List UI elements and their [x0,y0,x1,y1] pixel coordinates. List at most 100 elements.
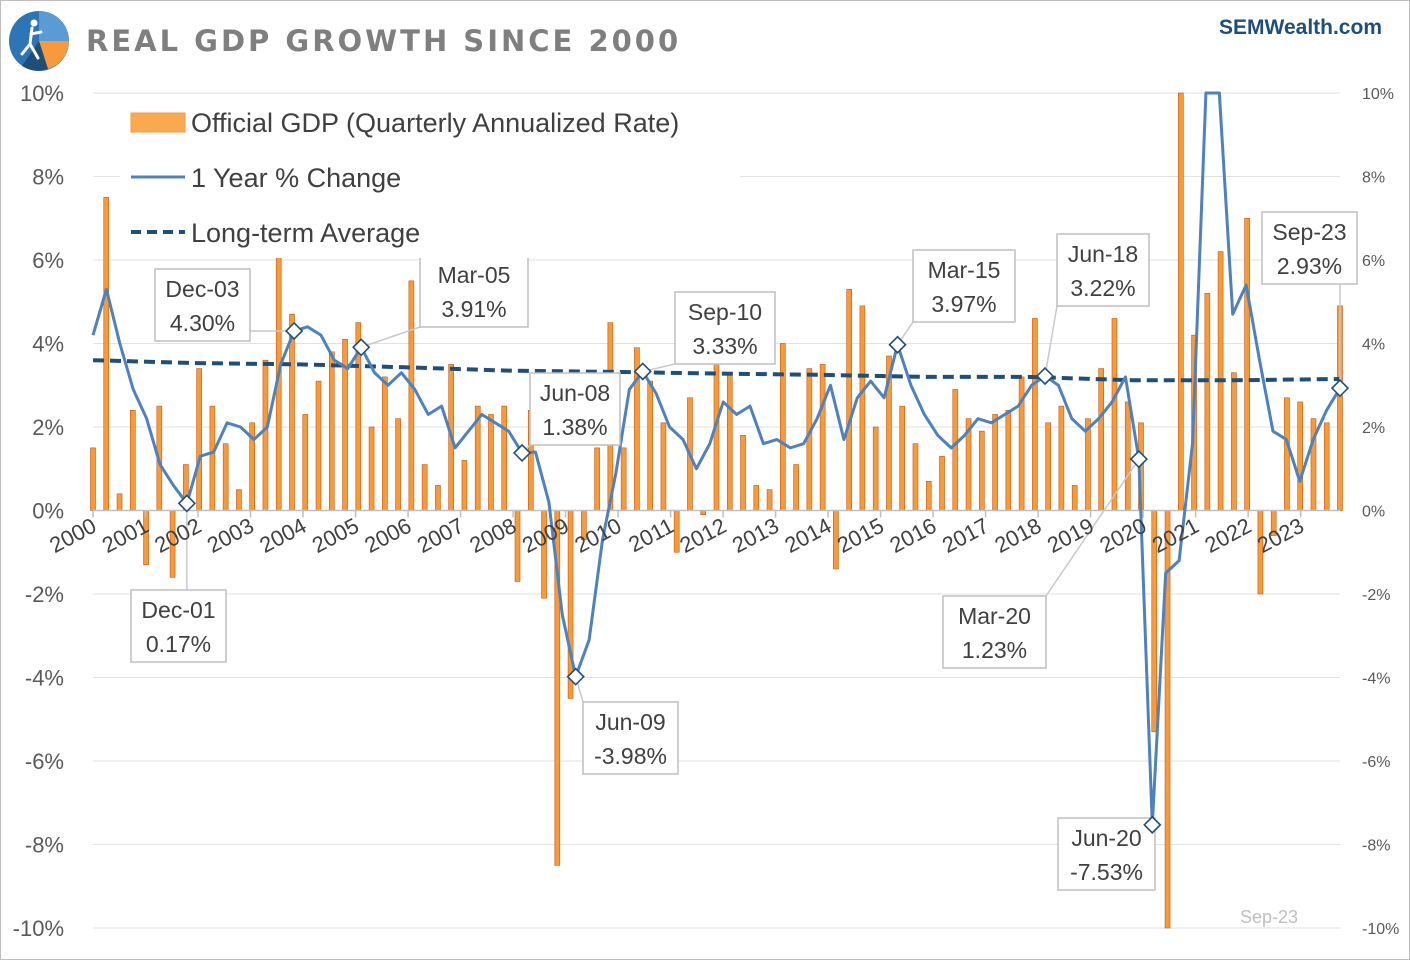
y-tick-right: 8% [1362,170,1385,187]
gdp-bar [647,380,653,511]
annotation-box [130,589,227,663]
brand-link[interactable]: SEMWealth.com [1219,16,1382,39]
x-tick-label: 2017 [938,513,993,558]
gdp-bar [514,510,521,582]
gdp-bar [116,493,123,511]
annotation-value: 1.23% [962,637,1027,663]
y-tick-right: 2% [1362,420,1385,437]
x-tick-label: 2012 [675,513,730,558]
annotation-value: 3.22% [1070,275,1135,301]
gdp-bar [1124,401,1131,511]
y-tick-left: 6% [32,248,64,273]
y-tick-left: -8% [25,833,64,858]
annotation-date: Jun-09 [595,709,665,735]
y-tick-left: -4% [25,666,64,691]
y-tick-right: 10% [1362,86,1394,103]
y-tick-right: -4% [1362,671,1390,688]
gdp-bar [262,359,269,511]
gdp-bar [1178,92,1184,511]
y-tick-left: 0% [32,499,64,524]
annotation-value: -3.98% [594,743,667,769]
annotation-leader [360,326,421,348]
x-tick-label: 2008 [465,513,520,558]
annotation-date: Dec-03 [165,276,239,302]
gdp-bar [488,414,494,511]
annotation-marker [566,667,585,686]
x-tick-label: 2010 [570,513,625,558]
x-tick-label: 2022 [1201,513,1256,558]
gdp-bar [872,426,879,511]
x-tick-label: 2007 [413,513,468,558]
annotation-value: 4.30% [170,310,235,336]
annotation-box [1261,211,1358,285]
annotation-box [912,249,1016,323]
legend-bar-swatch [130,112,186,133]
x-tick-label: 2013 [728,513,783,558]
gdp-bar [1284,397,1290,511]
gdp-bar [952,389,959,511]
annotation-box [582,701,679,775]
gdp-bar [421,464,428,511]
y-tick-left: 10% [20,81,64,106]
gdp-bar [1058,405,1065,511]
gdp-bar [129,409,136,511]
gdp-bar [1045,422,1051,511]
y-tick-left: 4% [32,332,64,357]
gdp-bar [1032,318,1038,511]
y-tick-left: -6% [25,749,64,774]
gdp-bar [302,414,309,511]
annotation-box [154,268,251,342]
annotation-leader [1044,305,1058,377]
gdp-bar [939,455,945,511]
y-tick-left: 2% [32,415,64,440]
gdp-bar [859,305,866,511]
gdp-bar [1231,372,1237,511]
x-tick-label: 2014 [780,513,835,558]
sem-pie-logo-icon [9,11,69,71]
annotation-date: Sep-23 [1272,219,1346,245]
annotation-box [529,372,621,446]
gdp-bar [1111,318,1118,511]
annotation-box [1057,817,1156,891]
annotation-date: Dec-01 [141,597,215,623]
gdp-bar [103,197,110,511]
gdp-bar [925,480,932,511]
annotation-marker [284,321,304,341]
gdp-bar [766,489,773,511]
gdp-bar [912,443,919,511]
annotation-date: Jun-18 [1068,241,1138,267]
gdp-bar [461,460,468,511]
gdp-bar [90,447,96,511]
annotation-marker [888,335,907,354]
x-axis [92,509,1340,518]
gdp-bar [196,368,202,511]
average-series-line [92,358,1341,383]
annotation-marker [1330,379,1350,398]
annotation-box [419,254,529,328]
y-tick-right: 6% [1362,253,1385,270]
gdp-bar [819,364,826,511]
y-tick-right: -6% [1362,754,1390,771]
gdp-bar [328,351,335,511]
x-tick-label: 2002 [150,513,205,558]
gdp-bar [753,485,760,511]
legend-label-1yr: 1 Year % Change [191,163,401,193]
y-tick-left: -10% [13,916,64,941]
y-tick-right: 0% [1362,504,1385,521]
long-term-average-line [92,358,1341,383]
annotation-value: -7.53% [1070,859,1143,885]
legend-label-gdp: Official GDP (Quarterly Annualized Rate) [191,108,679,138]
annotation-value: 3.33% [692,333,757,359]
annotation-box [942,595,1047,669]
y-tick-right: -2% [1362,587,1390,604]
gdp-bar [899,405,906,511]
gdp-bar [1085,418,1091,511]
annotation-marker [512,443,532,463]
annotation-marker [352,338,371,357]
left-y-axis: -10% -8% -6% -4% -2% 0% 2% 4% 6% 8% 10% [13,81,64,941]
gdp-bar [222,443,229,511]
gdp-bar [660,422,667,511]
y-tick-right: -10% [1362,921,1399,938]
annotation-box [1056,233,1150,307]
